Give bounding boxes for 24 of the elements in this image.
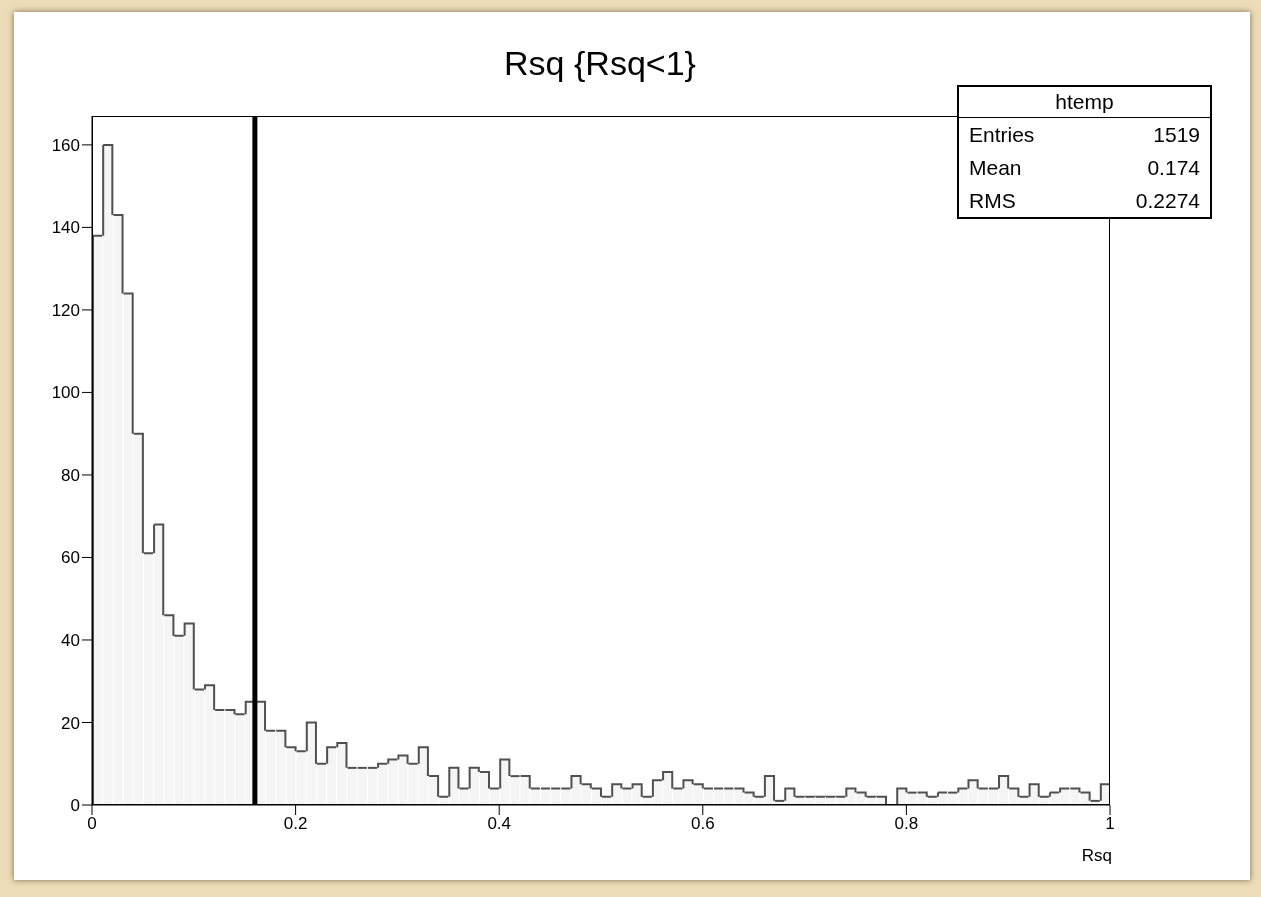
y-tick-label: 20 xyxy=(61,713,80,733)
text: 0.2274 xyxy=(1135,188,1200,214)
text: 0.174 xyxy=(1147,155,1200,181)
chart-title: Rsq {Rsq<1} xyxy=(503,44,697,83)
x-axis-title: Rsq xyxy=(1081,846,1112,866)
x-tick-label: 0.2 xyxy=(283,814,308,834)
y-tick-label: 40 xyxy=(61,631,80,651)
y-tick-label: 160 xyxy=(51,135,80,155)
annotation: RMS xyxy=(969,188,1016,214)
x-tick-label: 0.8 xyxy=(894,814,919,834)
y-tick-label: 0 xyxy=(70,796,80,816)
text: htemp xyxy=(959,87,1210,118)
y-tick-label: 100 xyxy=(51,383,80,403)
y-tick-label: 120 xyxy=(51,300,80,320)
y-tick-label: 60 xyxy=(61,548,80,568)
x-tick-label: 0 xyxy=(87,814,97,834)
text: 1519 xyxy=(1153,122,1200,148)
annotation: Entries xyxy=(969,122,1035,148)
x-tick-label: 0.4 xyxy=(487,814,512,834)
y-tick-label: 80 xyxy=(61,465,80,485)
y-tick-label: 140 xyxy=(51,218,80,238)
x-tick-label: 0.6 xyxy=(690,814,715,834)
annotation: Mean xyxy=(969,155,1022,181)
x-tick-label: 1 xyxy=(1105,814,1115,834)
